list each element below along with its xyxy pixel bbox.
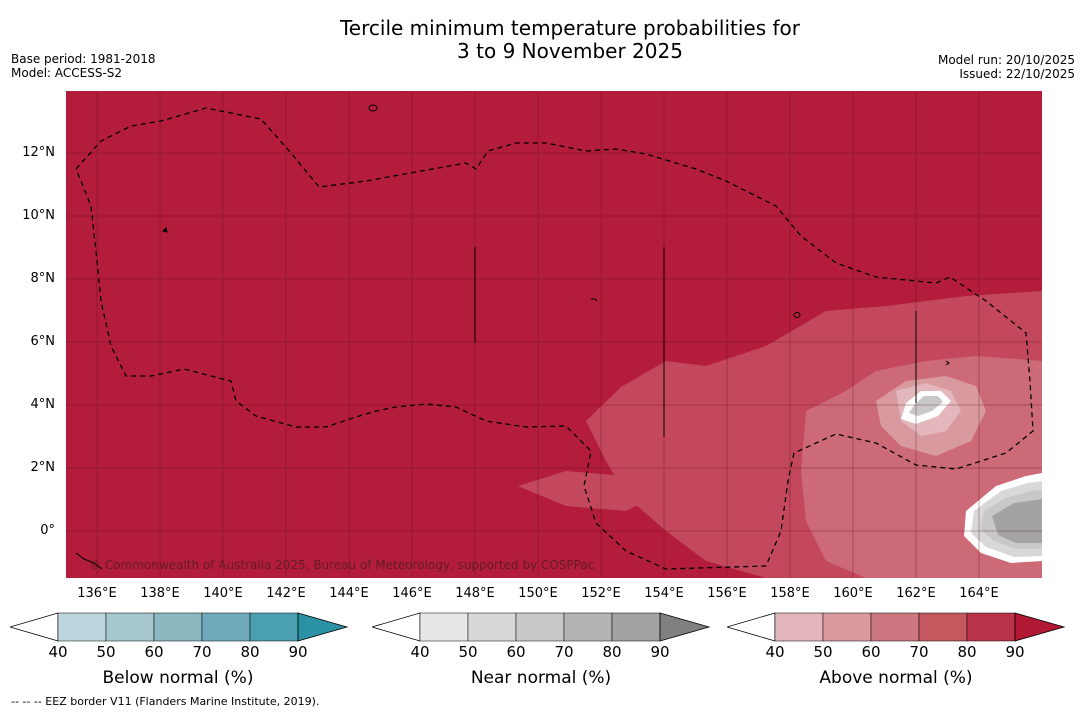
cb-below-tick: 80 <box>240 643 260 661</box>
cb-above-tick: 90 <box>1005 643 1025 661</box>
lon-tick-158e: 158°E <box>770 586 810 601</box>
cb-above-tick: 50 <box>813 643 833 661</box>
base-period-text: Base period: 1981-2018 <box>11 52 156 66</box>
colorbar-below-normal <box>10 612 349 642</box>
colorbar-below-seg-70-80 <box>201 612 251 642</box>
cb-near-tick: 50 <box>458 643 478 661</box>
colorbar-below-min-arrow <box>10 612 59 642</box>
lat-tick-0: 0° <box>40 523 55 538</box>
page-title-line2: 3 to 9 November 2025 <box>457 39 683 63</box>
model-text: Model: ACCESS-S2 <box>11 66 123 80</box>
colorbar-above-min-arrow <box>727 612 776 642</box>
colorbar-above-normal <box>727 612 1066 642</box>
lat-tick-4n: 4°N <box>30 397 56 412</box>
cb-above-tick: 40 <box>765 643 785 661</box>
colorbar-above-seg-60-70 <box>870 612 920 642</box>
contour-near-normal-0N-80 <box>992 499 1042 543</box>
probability-map <box>66 91 1042 578</box>
cb-near-tick: 90 <box>650 643 670 661</box>
copyright-text: © Commonwealth of Australia 2025, Bureau… <box>89 558 595 572</box>
lat-tick-2n: 2°N <box>30 460 56 475</box>
lon-tick-142e: 142°E <box>266 586 306 601</box>
cb-near-tick: 80 <box>602 643 622 661</box>
lat-tick-12n: 12°N <box>22 145 55 160</box>
colorbar-near-max-arrow <box>659 612 711 642</box>
eez-footnote: -- -- -- EEZ border V11 (Flanders Marine… <box>11 695 320 708</box>
cb-below-tick: 60 <box>144 643 164 661</box>
lon-tick-156e: 156°E <box>707 586 747 601</box>
contour-above-70-west <box>518 471 666 511</box>
colorbar-above-label: Above normal (%) <box>819 668 973 688</box>
cb-below-tick: 40 <box>48 643 68 661</box>
colorbar-near-normal <box>372 612 711 642</box>
cb-above-tick: 80 <box>957 643 977 661</box>
colorbar-near-label: Near normal (%) <box>470 668 612 688</box>
cb-above-tick: 70 <box>909 643 929 661</box>
lat-tick-8n: 8°N <box>30 271 56 286</box>
colorbar-below-seg-60-70 <box>153 612 203 642</box>
cb-near-tick: 60 <box>506 643 526 661</box>
colorbar-near-seg-50-60 <box>467 612 517 642</box>
colorbar-below-segments <box>10 612 349 642</box>
lon-tick-136e: 136°E <box>77 586 117 601</box>
colorbar-below-label: Below normal (%) <box>102 668 254 688</box>
eez-border <box>75 107 1034 570</box>
cb-below-tick: 70 <box>192 643 212 661</box>
cb-near-tick: 40 <box>410 643 430 661</box>
colorbar-near-seg-70-80 <box>563 612 613 642</box>
colorbar-near-seg-60-70 <box>515 612 565 642</box>
lat-tick-10n: 10°N <box>22 208 55 223</box>
colorbar-above-seg-80-90 <box>966 612 1016 642</box>
colorbar-below-seg-80-90 <box>249 612 299 642</box>
colorbar-above-seg-70-80 <box>918 612 968 642</box>
lon-tick-160e: 160°E <box>833 586 873 601</box>
islands <box>75 104 950 570</box>
lon-tick-138e: 138°E <box>140 586 180 601</box>
contour-near-normal-4N-inner <box>909 396 943 416</box>
lon-tick-140e: 140°E <box>203 586 243 601</box>
lon-tick-148e: 148°E <box>455 586 495 601</box>
issued-text: Issued: 22/10/2025 <box>959 67 1075 81</box>
cb-near-tick: 70 <box>554 643 574 661</box>
cb-below-tick: 50 <box>96 643 116 661</box>
lon-tick-146e: 146°E <box>392 586 432 601</box>
colorbar-near-min-arrow <box>372 612 421 642</box>
colorbar-below-max-arrow <box>297 612 349 642</box>
page-title-line1: Tercile minimum temperature probabilitie… <box>339 16 801 40</box>
lon-tick-162e: 162°E <box>896 586 936 601</box>
cb-above-tick: 60 <box>861 643 881 661</box>
lon-tick-164e: 164°E <box>959 586 999 601</box>
colorbar-below-seg-40-50 <box>57 612 107 642</box>
colorbar-near-seg-40-50 <box>419 612 469 642</box>
colorbar-below-seg-50-60 <box>105 612 155 642</box>
lon-tick-150e: 150°E <box>518 586 558 601</box>
colorbar-above-seg-50-60 <box>822 612 872 642</box>
colorbar-above-seg-40-50 <box>774 612 824 642</box>
model-run-text: Model run: 20/10/2025 <box>937 53 1075 67</box>
lat-tick-6n: 6°N <box>30 334 56 349</box>
colorbar-near-seg-80-90 <box>611 612 661 642</box>
lon-tick-154e: 154°E <box>644 586 684 601</box>
lon-tick-152e: 152°E <box>581 586 621 601</box>
cb-below-tick: 90 <box>288 643 308 661</box>
colorbar-above-max-arrow <box>1014 612 1066 642</box>
lon-tick-144e: 144°E <box>329 586 369 601</box>
